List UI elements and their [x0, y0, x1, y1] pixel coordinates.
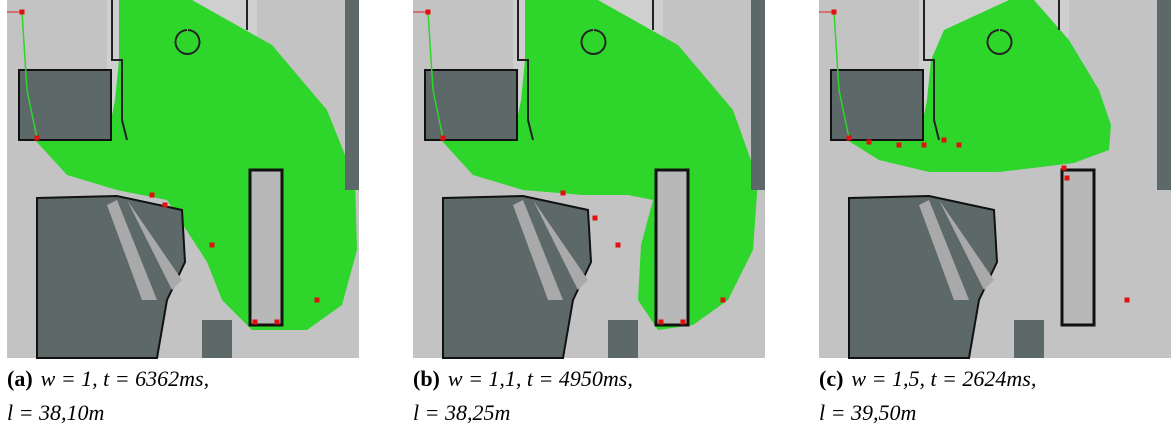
caption-text: w = 1,1, t = 4950ms,	[448, 366, 633, 391]
waypoint	[616, 243, 621, 248]
waypoint	[35, 136, 40, 141]
wall	[1157, 0, 1171, 190]
caption: (b) w = 1,1, t = 4950ms, l = 38,25m	[413, 362, 765, 430]
caption-text: l = 38,10m	[7, 400, 104, 425]
waypoint	[20, 10, 25, 15]
obstacle	[425, 70, 517, 140]
waypoint	[1062, 166, 1067, 171]
waypoint	[150, 193, 155, 198]
caption-label: (a)	[7, 366, 33, 391]
wall	[202, 320, 232, 358]
waypoint	[847, 136, 852, 141]
waypoint	[441, 136, 446, 141]
wall	[345, 0, 359, 190]
waypoint	[681, 320, 686, 325]
waypoint	[1125, 298, 1130, 303]
wall	[751, 0, 765, 190]
column	[1062, 170, 1094, 325]
waypoint	[1065, 176, 1070, 181]
waypoint	[942, 138, 947, 143]
caption-text: l = 39,50m	[819, 400, 916, 425]
waypoint	[897, 143, 902, 148]
obstacle	[831, 70, 923, 140]
map-image	[819, 0, 1171, 358]
waypoint	[253, 320, 258, 325]
column	[656, 170, 688, 325]
waypoint	[210, 243, 215, 248]
waypoint	[426, 10, 431, 15]
waypoint	[275, 320, 280, 325]
figure-panels	[0, 0, 1171, 360]
waypoint	[315, 298, 320, 303]
waypoint	[957, 143, 962, 148]
waypoint	[867, 140, 872, 145]
waypoint	[163, 203, 168, 208]
column	[250, 170, 282, 325]
waypoint	[721, 298, 726, 303]
waypoint	[659, 320, 664, 325]
caption-text: w = 1,5, t = 2624ms,	[851, 366, 1036, 391]
caption-label: (b)	[413, 366, 440, 391]
caption-text: w = 1, t = 6362ms,	[41, 366, 209, 391]
obstacle	[19, 70, 111, 140]
caption: (a) w = 1, t = 6362ms, l = 38,10m	[7, 362, 359, 430]
map-image	[413, 0, 765, 358]
wall	[608, 320, 638, 358]
wall	[1014, 320, 1044, 358]
page: (a) w = 1, t = 6362ms, l = 38,10m (b) w = 1,…	[0, 0, 1171, 447]
caption-text: l = 38,25m	[413, 400, 510, 425]
map-image	[7, 0, 359, 358]
waypoint	[593, 216, 598, 221]
waypoint	[561, 191, 566, 196]
waypoint	[922, 143, 927, 148]
waypoint	[832, 10, 837, 15]
caption-label: (c)	[819, 366, 843, 391]
caption: (c) w = 1,5, t = 2624ms, l = 39,50m	[819, 362, 1171, 430]
